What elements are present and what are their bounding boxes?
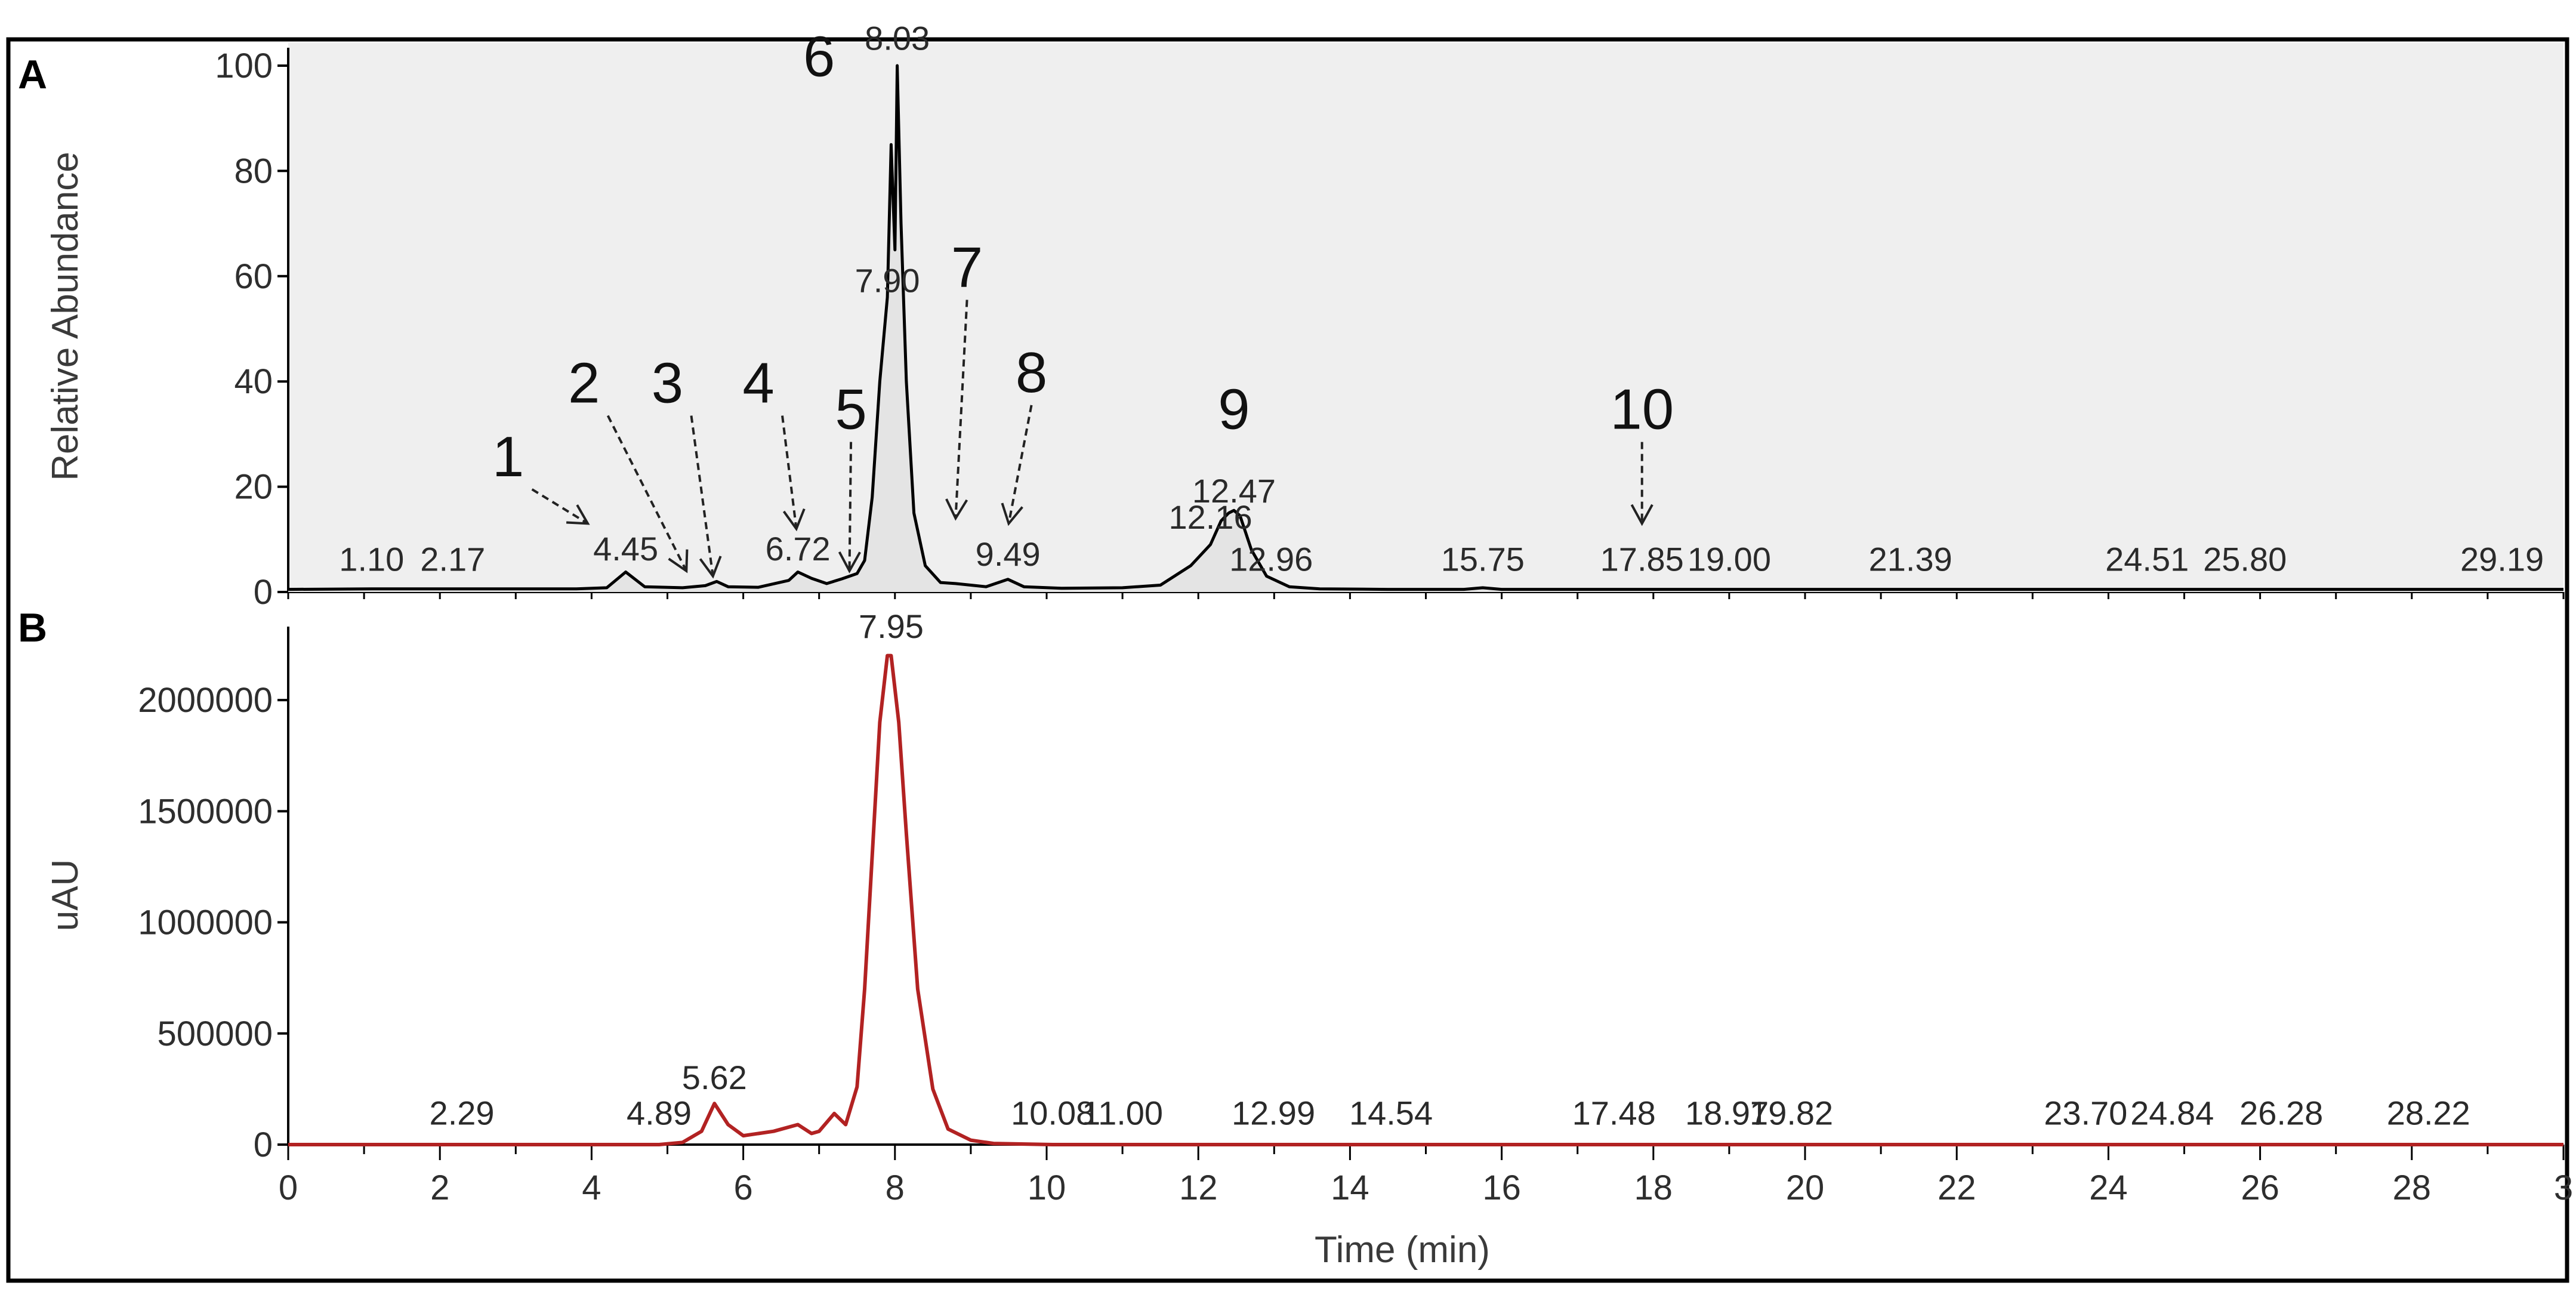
panel-a-compound-number: 3 <box>652 351 683 415</box>
panel-a-peak-label: 6.72 <box>766 530 831 568</box>
panel-b-peak-label: 10.08 <box>1011 1094 1094 1131</box>
panel-a-compound-arrowhead <box>566 504 590 525</box>
panel-b-peak-label: 4.89 <box>627 1094 692 1131</box>
panel-a-compound-number: 5 <box>835 378 866 442</box>
panel-label-a: A <box>18 52 47 97</box>
panel-a-peak-label: 4.45 <box>593 530 658 568</box>
panel-a-peak-label: 17.85 <box>1600 541 1684 578</box>
panel-a-plot-area <box>288 43 2563 592</box>
panel-b-y-tick-label: 2000000 <box>138 681 273 720</box>
panel-label-b: B <box>18 605 47 650</box>
panel-a-y-tick-label: 100 <box>215 47 273 85</box>
panel-a-compound-number: 2 <box>568 351 600 415</box>
panel-a-y-tick-label: 40 <box>234 362 273 401</box>
panel-a-peak-label: 8.03 <box>865 20 930 57</box>
panel-a-peak-label: 25.80 <box>2203 541 2287 578</box>
panel-b-x-tick-label: 22 <box>1938 1168 1976 1207</box>
panel-b-x-tick-label: 28 <box>2393 1168 2432 1207</box>
panel-b-peak-label: 5.62 <box>682 1059 747 1096</box>
panel-b-peak-label: 24.84 <box>2130 1094 2214 1131</box>
panel-b-peak-label: 12.99 <box>1232 1094 1315 1131</box>
panel-a-y-tick-label: 80 <box>234 152 273 190</box>
panel-a-peak-label: 24.51 <box>2105 541 2189 578</box>
panel-b-peak-label: 14.54 <box>1349 1094 1433 1131</box>
panel-a-peak-label: 29.19 <box>2460 541 2544 578</box>
panel-b-x-tick-label: 4 <box>582 1168 601 1207</box>
panel-b-x-tick-label: 16 <box>1482 1168 1521 1207</box>
panel-a: 0 20 40 60 80 100 1.10 2.17 4.45 6.72 7.90 8.03 9.4… <box>45 20 2565 612</box>
panel-b-peak-label: 23.70 <box>2044 1094 2127 1131</box>
panel-a-compound-number: 7 <box>951 235 983 299</box>
panel-a-compound-arrowhead <box>782 508 806 532</box>
panel-b-peak-label: 2.29 <box>430 1094 495 1131</box>
panel-a-peak-label: 2.17 <box>420 541 485 578</box>
panel-a-compound-arrow <box>690 415 714 576</box>
panel-b-peak-label: 26.28 <box>2239 1094 2323 1131</box>
panel-a-compound-arrow <box>848 442 853 571</box>
panel-a-compound-number: 8 <box>1016 341 1047 405</box>
panel-a-compound-number: 9 <box>1218 378 1250 442</box>
panel-a-peak-label: 12.96 <box>1229 541 1313 578</box>
panel-a-plot: 1.10 2.17 4.45 6.727.908.039.4912.1612.4712… <box>288 20 2563 592</box>
panel-b-peak-label: 19.82 <box>1750 1094 1833 1131</box>
panel-b-peak-label: 17.48 <box>1572 1094 1656 1131</box>
panel-b-x-tick-label: 6 <box>733 1168 752 1207</box>
panel-b-peak-label: 11.00 <box>1082 1094 1163 1131</box>
panel-b-x-axis-label: Time (min) <box>1315 1229 1490 1271</box>
panel-a-compound-arrow <box>954 300 968 519</box>
panel-a-peak-label: 15.75 <box>1441 541 1525 578</box>
panel-a-compound-number: 1 <box>492 425 524 489</box>
panel-a-compound-arrowhead <box>1001 502 1023 526</box>
panel-a-compound-arrowhead <box>945 498 968 521</box>
panel-b-x-tick-label: 8 <box>886 1168 905 1207</box>
panel-a-peak-label: 12.47 <box>1192 472 1276 510</box>
panel-a-y-axis-label: Relative Abundance <box>45 152 86 481</box>
panel-a-compound-arrowhead <box>699 556 722 579</box>
panel-b-x-tick-label: 20 <box>1786 1168 1825 1207</box>
panel-b-y-axis-label: uAU <box>45 859 86 932</box>
panel-b-x-tick-label: 10 <box>1028 1168 1066 1207</box>
panel-b-x-tick-label: 3 <box>2554 1168 2573 1207</box>
panel-b-peak-label: 18.97 <box>1685 1094 1769 1131</box>
panel-a-y-tick-label: 20 <box>234 468 273 507</box>
panel-a-compound-arrow <box>531 488 589 525</box>
panel-a-compound-arrow <box>781 415 798 529</box>
panel-a-compound-arrowhead <box>838 551 861 573</box>
panel-b-peak-label: 7.95 <box>859 608 924 645</box>
panel-a-trace <box>288 64 2563 591</box>
panel-b-x-tick-label: 26 <box>2241 1168 2279 1207</box>
panel-a-compound-arrow <box>1007 405 1033 524</box>
panel-a-compound-number: 10 <box>1610 378 1674 442</box>
panel-b-y-tick-label: 500000 <box>157 1015 273 1053</box>
panel-a-y-tick-label: 0 <box>254 573 273 612</box>
panel-b-x-tick-label: 24 <box>2089 1168 2128 1207</box>
panel-b-y-tick-label: 1500000 <box>138 792 273 831</box>
panel-b-x-tick-label: 12 <box>1179 1168 1218 1207</box>
panel-b-peak-label: 28.22 <box>2387 1094 2470 1131</box>
panel-b-x-tick-label: 18 <box>1634 1168 1673 1207</box>
panel-b-x-tick-label: 0 <box>279 1168 298 1207</box>
panel-b-x-tick-label: 14 <box>1331 1168 1369 1207</box>
panel-a-peak-label: 19.00 <box>1687 541 1771 578</box>
panel-a-compound-arrow <box>606 415 688 572</box>
panel-a-compound-arrowhead <box>668 549 689 573</box>
panel-a-compound-number: 6 <box>803 25 835 89</box>
panel-b-trace <box>288 653 2563 1146</box>
panel-a-compound-arrowhead <box>1630 504 1653 526</box>
panel-a-compound-number: 4 <box>742 351 774 415</box>
panel-a-peak-label: 12.16 <box>1168 498 1252 536</box>
panel-a-peak-label: 21.39 <box>1869 541 1952 578</box>
panel-a-peak-label: 7.90 <box>855 261 920 299</box>
panel-a-peak-label: 1.10 <box>339 541 404 578</box>
panel-a-peak-label: 9.49 <box>976 535 1041 573</box>
panel-b-x-tick-label: 2 <box>430 1168 449 1207</box>
panel-b-y-tick-label: 0 <box>254 1126 273 1164</box>
panel-a-y-tick-label: 60 <box>234 257 273 296</box>
panel-b-y-tick-label: 1000000 <box>138 904 273 942</box>
